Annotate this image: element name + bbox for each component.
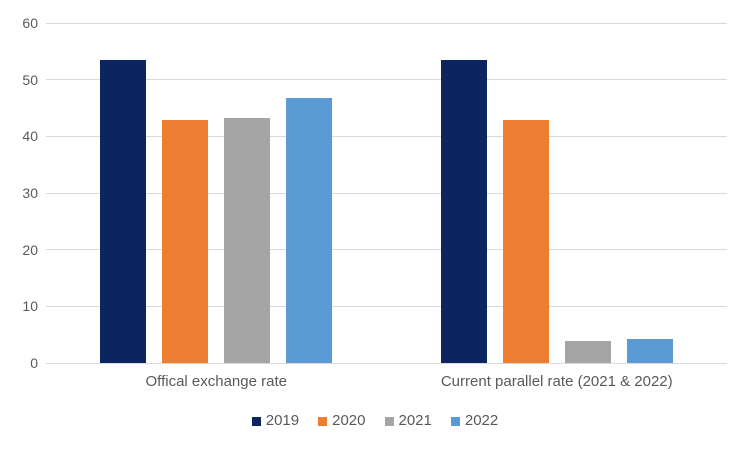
- legend-swatch-icon: [251, 416, 261, 426]
- bar-2021-category-1: [224, 118, 271, 363]
- gridline: [46, 192, 727, 194]
- gridline: [46, 305, 727, 307]
- gridline: [46, 79, 727, 81]
- gridline: [46, 135, 727, 137]
- bar-2022-category-1: [286, 97, 333, 363]
- y-tick-label: 50: [22, 71, 38, 88]
- bar-2019-category-1: [100, 59, 147, 363]
- legend-item-2021: 2021: [384, 412, 432, 430]
- y-tick-label: 60: [22, 15, 38, 31]
- x-axis-category-label: Current parallel rate (2021 & 2022): [440, 373, 673, 390]
- y-tick-label: 30: [22, 185, 38, 201]
- gridline: [46, 249, 727, 251]
- bar-2020-category-1: [162, 120, 209, 363]
- legend-swatch-icon: [450, 416, 460, 426]
- legend-item-2020: 2020: [318, 412, 366, 430]
- y-tick-label: 10: [22, 298, 38, 315]
- legend-item-2022: 2022: [450, 412, 499, 430]
- legend-label: 2019: [265, 412, 300, 429]
- y-tick-label: 0: [30, 355, 38, 371]
- bar-2022-category-2: [626, 339, 673, 363]
- y-tick-label: 40: [22, 128, 38, 145]
- gridline: [46, 362, 727, 364]
- legend-label: 2021: [398, 412, 432, 429]
- legend-swatch-icon: [318, 416, 328, 426]
- gridline: [46, 22, 727, 24]
- bar-2019-category-2: [440, 59, 487, 363]
- legend-swatch-icon: [384, 416, 394, 426]
- x-axis-category-label: Offical exchange rate: [145, 373, 287, 390]
- bar-2021-category-2: [564, 341, 611, 363]
- legend: 2019 2020 2021 2022: [0, 412, 750, 430]
- legend-item-2019: 2019: [251, 412, 300, 430]
- legend-label: 2022: [464, 412, 499, 429]
- legend-label: 2020: [332, 412, 366, 429]
- y-tick-label: 20: [22, 241, 38, 258]
- bar-2020-category-2: [502, 120, 549, 363]
